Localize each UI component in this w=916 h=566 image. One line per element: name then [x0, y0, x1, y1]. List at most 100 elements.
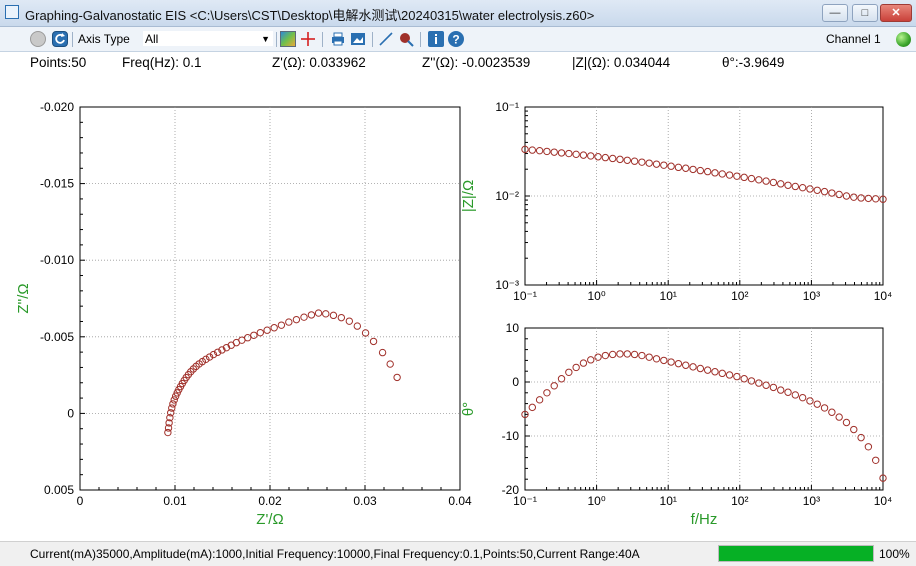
data-point: [784, 181, 792, 189]
x-tick-label: 10³: [803, 289, 820, 303]
data-point: [164, 424, 173, 432]
chevron-down-icon: ▼: [261, 34, 270, 44]
data-point: [528, 403, 537, 412]
x-tick-label: 0.01: [163, 494, 187, 508]
data-point: [572, 363, 580, 372]
data-point: [565, 149, 573, 158]
data-point: [623, 350, 631, 358]
bode-magnitude-plot: 10⁻¹ 10⁰ 10¹ 10² 10³ 10⁴ 10⁻¹ 10⁻² 10⁻³ |Z|/Ω: [460, 100, 892, 303]
data-point: [630, 350, 639, 359]
marker-tool-icon[interactable]: [398, 31, 414, 47]
data-point: [608, 154, 617, 163]
save-image-icon[interactable]: [350, 31, 366, 47]
data-point: [682, 361, 690, 369]
y-tick-label: -20: [502, 483, 520, 497]
axis-type-label: Axis Type: [78, 32, 130, 46]
plot-area[interactable]: 0 0.01 0.02 0.03 0.040.0050-0.005-0.010-0.01…: [0, 75, 916, 541]
data-point: [696, 364, 705, 373]
data-point: [850, 425, 858, 434]
zreal-readout: Z'(Ω): 0.033962: [272, 55, 366, 70]
y-axis-label: |Z|/Ω: [460, 180, 477, 212]
data-point: [806, 397, 814, 405]
plot-frame: [524, 327, 884, 491]
info-icon[interactable]: [428, 31, 444, 47]
y-tick-label: 10⁻²: [495, 189, 519, 203]
data-point: [587, 152, 595, 160]
points-readout: Points:50: [30, 55, 87, 70]
data-point: [170, 396, 178, 404]
x-tick-label: 10⁰: [588, 494, 606, 508]
data-point: [292, 315, 301, 324]
x-tick-label: 10³: [803, 494, 820, 508]
crosshair-icon[interactable]: [300, 31, 316, 47]
data-point: [871, 195, 880, 203]
data-point: [594, 353, 602, 361]
data-point: [209, 350, 218, 359]
data-point: [784, 388, 792, 396]
data-point: [689, 165, 697, 174]
zmod-readout: |Z|(Ω): 0.034044: [572, 55, 671, 70]
data-point: [660, 161, 668, 169]
minimize-button[interactable]: —: [822, 4, 848, 22]
data-point: [864, 443, 873, 451]
data-point: [820, 187, 829, 196]
data-point: [769, 383, 778, 392]
status-text: Current(mA)35000,Amplitude(mA):1000,Init…: [30, 547, 640, 561]
data-point: [711, 169, 719, 177]
x-tick-label: 10⁻¹: [513, 289, 537, 303]
refresh-icon[interactable]: [52, 31, 68, 47]
data-point: [345, 317, 354, 325]
x-tick-label: 0.04: [448, 494, 472, 508]
data-point: [820, 404, 829, 412]
y-tick-label: -0.005: [40, 330, 74, 344]
data-point: [557, 375, 566, 383]
data-point: [762, 381, 770, 389]
data-point: [798, 183, 807, 192]
data-point: [835, 190, 843, 199]
y-tick-label: 0: [67, 406, 74, 420]
toolbar-separator: [372, 32, 373, 47]
data-point: [871, 456, 880, 464]
data-point: [166, 413, 174, 422]
axis-type-value: All: [145, 32, 159, 46]
data-point: [791, 182, 800, 191]
data-point: [842, 418, 851, 427]
data-point: [777, 180, 785, 188]
channel-status-led-icon: [896, 32, 911, 47]
data-point: [300, 313, 308, 321]
data-point: [250, 331, 258, 339]
close-button[interactable]: ✕: [880, 4, 912, 22]
data-point: [369, 337, 378, 346]
color-map-icon[interactable]: [280, 31, 296, 47]
progress-bar: [718, 545, 874, 562]
line-tool-icon[interactable]: [378, 31, 394, 47]
channel-label: Channel 1: [826, 32, 881, 46]
data-point: [535, 396, 544, 404]
data-point: [623, 156, 631, 164]
data-point: [718, 369, 726, 378]
y-axis-label: θ°: [460, 402, 477, 416]
progress-percent: 100%: [879, 547, 910, 561]
data-point: [329, 311, 338, 320]
data-point: [777, 386, 785, 394]
x-tick-label: 0.02: [258, 494, 282, 508]
data-point: [608, 350, 617, 359]
freq-readout: Freq(Hz): 0.1: [122, 55, 202, 70]
restore-button[interactable]: □: [852, 4, 878, 22]
data-point: [652, 160, 661, 168]
data-point: [806, 185, 814, 193]
data-point: [667, 162, 675, 170]
print-icon[interactable]: [330, 31, 346, 47]
data-point: [740, 173, 748, 182]
data-point: [616, 350, 624, 358]
data-point: [616, 155, 624, 164]
stop-icon[interactable]: [30, 31, 46, 47]
data-point: [703, 167, 712, 176]
toolbar-separator: [276, 32, 277, 47]
help-icon[interactable]: ?: [448, 31, 464, 47]
data-point: [813, 400, 821, 408]
axis-type-select[interactable]: All ▼: [142, 30, 274, 47]
data-point: [638, 158, 646, 166]
data-point: [528, 146, 537, 154]
data-point: [769, 178, 778, 187]
